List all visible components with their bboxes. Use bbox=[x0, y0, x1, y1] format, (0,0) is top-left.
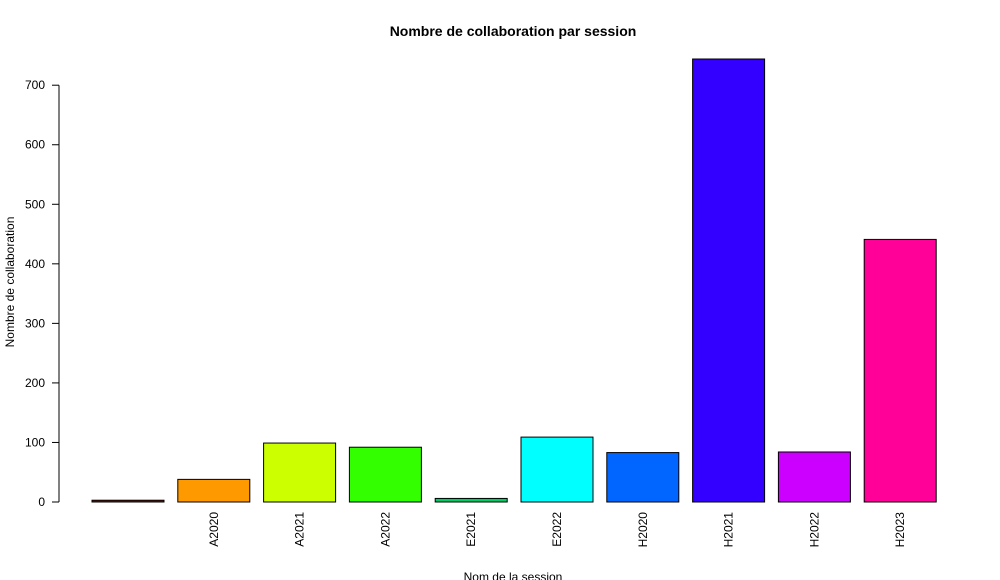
y-axis: 0 100 200 300 400 500 600 700 bbox=[25, 78, 60, 509]
y-tick-label: 0 bbox=[38, 495, 45, 509]
bar-unnamed bbox=[91, 499, 165, 503]
chart-title: Nombre de collaboration par session bbox=[390, 23, 637, 39]
y-tick-label: 200 bbox=[25, 376, 45, 390]
bar-E2022 bbox=[520, 436, 594, 503]
x-tick-label: E2021 bbox=[464, 512, 478, 547]
x-tick-label: A2021 bbox=[293, 512, 307, 547]
x-axis-label: Nom de la session bbox=[464, 570, 563, 580]
bar-H2021 bbox=[692, 58, 766, 503]
y-tick-label: 500 bbox=[25, 197, 45, 211]
bar-A2021 bbox=[263, 442, 337, 503]
x-tick-labels: A2020 A2021 A2022 E2021 E2022 H2020 H2021 H2022… bbox=[207, 512, 907, 548]
bar-E2021 bbox=[434, 497, 508, 503]
bar-H2022 bbox=[777, 451, 851, 503]
x-tick-label: A2022 bbox=[378, 512, 392, 547]
x-tick-label: H2023 bbox=[893, 512, 907, 548]
x-tick-label: E2022 bbox=[550, 512, 564, 547]
x-tick-label: H2020 bbox=[636, 512, 650, 548]
x-tick-label: H2022 bbox=[807, 512, 821, 548]
x-tick-label: H2021 bbox=[722, 512, 736, 548]
bar-H2023 bbox=[863, 238, 937, 503]
y-tick-label: 700 bbox=[25, 78, 45, 92]
bar-A2020 bbox=[177, 478, 251, 503]
x-tick-label: A2020 bbox=[207, 512, 221, 547]
bars-group bbox=[91, 58, 937, 503]
y-tick-label: 400 bbox=[25, 257, 45, 271]
bar-A2022 bbox=[348, 446, 422, 503]
y-tick-label: 100 bbox=[25, 435, 45, 449]
y-tick-label: 600 bbox=[25, 138, 45, 152]
y-axis-label: Nombre de collaboration bbox=[3, 217, 17, 348]
bar-H2020 bbox=[606, 452, 680, 503]
y-tick-label: 300 bbox=[25, 316, 45, 330]
